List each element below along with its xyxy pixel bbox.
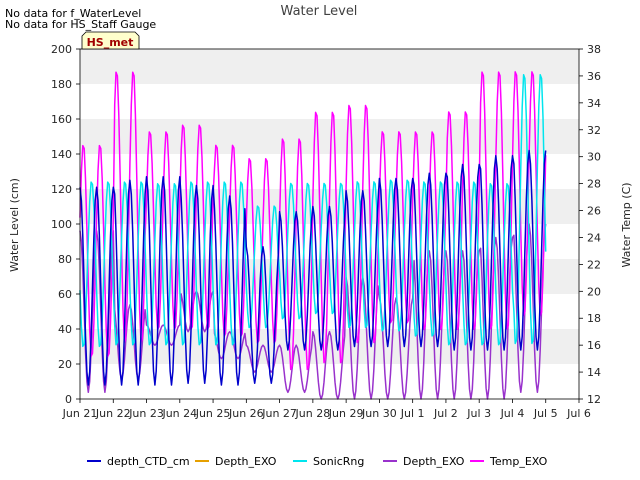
x-tick-label: Jun 29 — [328, 407, 364, 420]
x-tick-label: Jun 25 — [195, 407, 231, 420]
no-data-note-staffgauge: No data for HS_Staff Gauge — [5, 18, 157, 31]
hs-met-badge: HS_met — [81, 31, 140, 50]
x-tick-label: Jul 6 — [566, 407, 591, 420]
badge-label: HS_met — [87, 36, 134, 49]
y2-tick-label: 26 — [587, 205, 601, 218]
y2-tick-label: 28 — [587, 178, 601, 191]
x-tick-label: Jul 1 — [400, 407, 425, 420]
y2-tick-label: 36 — [587, 70, 601, 83]
y-tick-label: 200 — [51, 43, 72, 56]
x-tick-label: Jul 2 — [433, 407, 458, 420]
x-tick-label: Jun 26 — [228, 407, 264, 420]
y2-tick-label: 38 — [587, 43, 601, 56]
badge-shape — [81, 31, 140, 50]
grid-band — [80, 329, 579, 364]
x-tick-label: Jul 5 — [533, 407, 558, 420]
y-tick-label: 60 — [58, 288, 72, 301]
y2-axis-label: Water Temp (C) — [620, 182, 633, 267]
series-line-depth-ctd-cm-0 — [79, 149, 547, 386]
y-tick-label: 140 — [51, 148, 72, 161]
y2-tick-label: 32 — [587, 124, 601, 137]
left-axis: 0 20 40 60 80 100 120 140 160 180 200 — [51, 43, 80, 406]
right-axis: 12 14 16 18 20 22 24 26 28 30 32 34 36 38 — [579, 43, 601, 406]
legend: depth_CTD_cm Depth_EXO SonicRng Depth_EXO Te… — [87, 455, 548, 468]
y-tick-label: 160 — [51, 113, 72, 126]
y2-tick-label: 16 — [587, 339, 601, 352]
y2-tick-label: 12 — [587, 393, 601, 406]
x-tick-label: Jun 23 — [128, 407, 164, 420]
x-tick-label: Jun 24 — [161, 407, 197, 420]
y2-tick-label: 24 — [587, 231, 601, 244]
y2-tick-label: 14 — [587, 366, 601, 379]
y-tick-label: 100 — [51, 218, 72, 231]
y-tick-label: 0 — [65, 393, 72, 406]
y2-tick-label: 22 — [587, 258, 601, 271]
grid-band — [80, 49, 579, 84]
x-tick-label: Jul 4 — [500, 407, 525, 420]
legend-label: SonicRng — [313, 455, 364, 468]
legend-item: SonicRng — [293, 455, 364, 468]
chart-title: Water Level — [281, 4, 358, 19]
y2-tick-label: 30 — [587, 151, 601, 164]
grid-band — [80, 119, 579, 154]
no-data-note-waterlevel: No data for f_WaterLevel — [5, 7, 142, 20]
legend-item: depth_CTD_cm — [87, 455, 190, 468]
y2-tick-label: 18 — [587, 312, 601, 325]
y-tick-label: 20 — [58, 358, 72, 371]
y-tick-label: 180 — [51, 78, 72, 91]
x-tick-label: Jun 22 — [95, 407, 131, 420]
series-group — [79, 71, 547, 400]
legend-label: Temp_EXO — [489, 455, 548, 468]
x-tick-label: Jun 21 — [62, 407, 98, 420]
y-tick-label: 40 — [58, 323, 72, 336]
x-tick-label: Jun 28 — [295, 407, 331, 420]
y-tick-label: 80 — [58, 253, 72, 266]
y2-tick-label: 34 — [587, 97, 601, 110]
legend-label: Depth_EXO — [215, 455, 277, 468]
y-axis-label: Water Level (cm) — [8, 178, 21, 272]
legend-label: depth_CTD_cm — [107, 455, 190, 468]
legend-item: Depth_EXO — [383, 455, 465, 468]
y2-tick-label: 20 — [587, 285, 601, 298]
y-tick-label: 120 — [51, 183, 72, 196]
x-tick-label: Jun 30 — [361, 407, 397, 420]
x-tick-label: Jun 27 — [261, 407, 297, 420]
x-tick-label: Jul 3 — [466, 407, 491, 420]
legend-item: Depth_EXO — [195, 455, 277, 468]
legend-item: Temp_EXO — [470, 455, 548, 468]
legend-label: Depth_EXO — [403, 455, 465, 468]
